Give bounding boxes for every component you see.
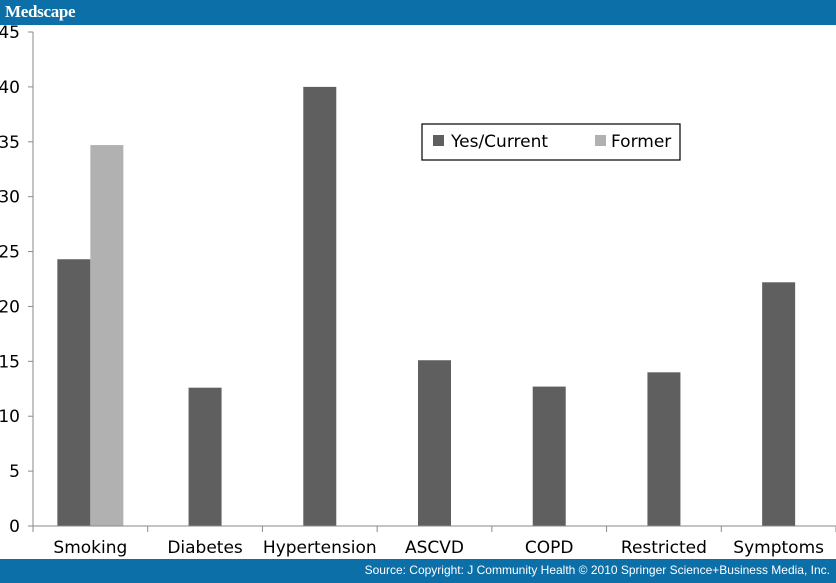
- y-tick-label: 0: [9, 517, 20, 537]
- y-tick-label: 15: [0, 352, 20, 372]
- bar-copd-yes-current: [532, 386, 566, 526]
- header-bar: Medscape: [0, 0, 836, 25]
- bar-restricted-yes-current: [647, 372, 681, 526]
- bar-diabetes-yes-current: [188, 387, 222, 526]
- bar-chart: 0 5 10 15 20 25 30 35 40 45 Smoking Diabetes Hypert…: [0, 25, 836, 558]
- y-tick-label: 35: [0, 133, 20, 153]
- bar-symptoms-yes-current: [762, 282, 796, 526]
- x-tick-label: Diabetes: [167, 538, 243, 558]
- y-tick-label: 20: [0, 297, 20, 317]
- x-tick-label: COPD: [525, 538, 574, 558]
- y-tick-label: 40: [0, 78, 20, 98]
- bar-hypertension-yes-current: [303, 86, 337, 526]
- y-tick-label: 10: [0, 407, 20, 427]
- legend-label-former: Former: [611, 132, 671, 152]
- y-tick-label: 30: [0, 188, 20, 208]
- x-axis-tickmarks: [32, 526, 836, 532]
- y-tick-label: 45: [0, 25, 20, 43]
- x-tick-label: Smoking: [53, 538, 127, 558]
- y-tick-label: 5: [9, 462, 20, 482]
- x-tick-label: Hypertension: [263, 538, 377, 558]
- brand-logo: Medscape: [5, 2, 76, 21]
- bar-ascvd-yes-current: [418, 360, 451, 526]
- x-tick-label: Restricted: [621, 538, 707, 558]
- chart-bars: [57, 86, 796, 526]
- bar-smoking-yes-current: [57, 259, 91, 526]
- legend-box: [421, 123, 681, 161]
- y-axis-ticks: 0 5 10 15 20 25 30 35 40 45: [0, 25, 33, 537]
- legend: Yes/Current Former: [421, 123, 681, 161]
- legend-swatch-yes-current: [433, 135, 444, 146]
- legend-swatch-former: [595, 135, 606, 146]
- x-tick-label: Symptoms: [733, 538, 824, 558]
- x-axis-labels: Smoking Diabetes Hypertension ASCVD COPD Rest…: [53, 538, 824, 558]
- footer-bar: Source: Copyright: J Community Health © …: [0, 559, 836, 583]
- bar-smoking-former: [90, 145, 124, 526]
- source-caption: Source: Copyright: J Community Health © …: [364, 563, 830, 577]
- x-tick-label: ASCVD: [405, 538, 464, 558]
- legend-label-yes-current: Yes/Current: [450, 132, 548, 152]
- y-tick-label: 25: [0, 243, 20, 263]
